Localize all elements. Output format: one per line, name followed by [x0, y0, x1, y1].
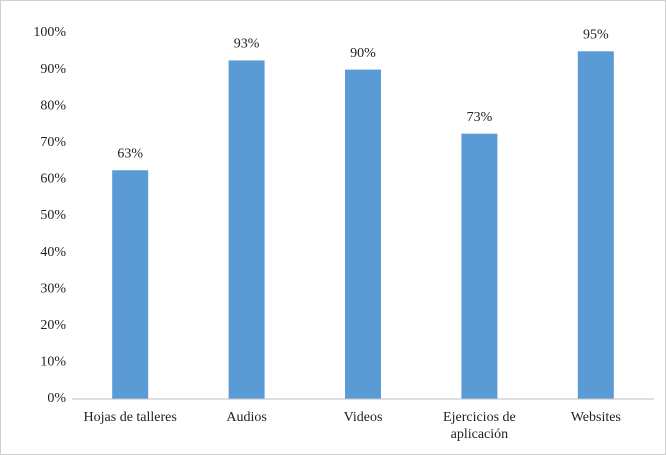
y-tick-label: 20% — [40, 318, 66, 333]
y-tick-label: 0% — [47, 391, 66, 406]
data-label: 93% — [234, 37, 260, 52]
data-label: 90% — [350, 46, 376, 61]
bar — [345, 69, 381, 399]
bar — [112, 170, 149, 399]
data-label: 63% — [117, 146, 143, 161]
data-label: 95% — [583, 28, 609, 43]
x-tick-label: Ejercicios de aplicación — [443, 410, 516, 442]
y-tick-label: 40% — [40, 245, 66, 260]
bar — [228, 60, 265, 399]
y-tick-label: 90% — [40, 62, 66, 77]
y-tick-label: 100% — [33, 25, 66, 40]
bar — [577, 51, 614, 400]
y-tick-label: 60% — [40, 172, 66, 187]
y-tick-label: 30% — [40, 281, 66, 296]
x-tick-label: Videos — [343, 410, 383, 425]
x-tick-label: Hojas de talleres — [83, 410, 177, 425]
x-tick-label: Audios — [226, 410, 267, 425]
y-tick-label: 80% — [40, 98, 66, 113]
y-tick-label: 50% — [40, 208, 66, 223]
x-tick-label: Websites — [570, 410, 621, 425]
bar — [461, 133, 498, 399]
y-tick-label: 70% — [40, 135, 66, 150]
y-tick-label: 10% — [40, 355, 66, 370]
data-label: 73% — [467, 110, 493, 125]
